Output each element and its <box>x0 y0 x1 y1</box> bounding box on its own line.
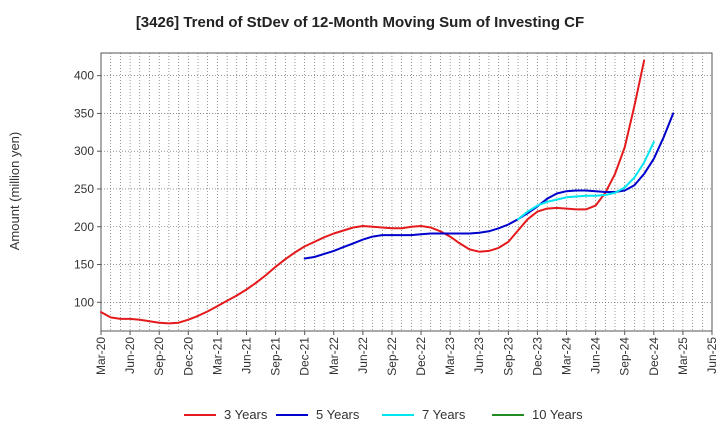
chart-title: [3426] Trend of StDev of 12-Month Moving… <box>135 14 585 31</box>
x-tick-label: Jun-22 <box>356 337 370 374</box>
legend-label: 7 Years <box>422 407 466 422</box>
y-tick-label: 150 <box>74 258 94 272</box>
x-tick-label: Mar-22 <box>327 337 341 375</box>
x-tick-label: Jun-20 <box>123 337 137 374</box>
x-tick-label: Mar-25 <box>676 337 690 375</box>
y-axis-title: Amount (million yen) <box>7 132 22 251</box>
legend: 3 Years 5 Years 7 Years 10 Years <box>184 407 583 422</box>
x-tick-label: Dec-24 <box>647 337 661 376</box>
x-tick-label: Mar-24 <box>560 337 574 375</box>
x-tick-label: Dec-23 <box>530 337 544 376</box>
legend-label: 3 Years <box>224 407 268 422</box>
y-axis: 100 150 200 250 300 350 400 <box>74 69 101 309</box>
x-tick-label: Sep-21 <box>269 337 283 376</box>
x-tick-label: Jun-23 <box>472 337 486 374</box>
series-line-7-years <box>517 141 655 221</box>
x-tick-label: Mar-21 <box>210 337 224 375</box>
x-tick-label: Dec-22 <box>414 337 428 376</box>
grid <box>101 53 712 331</box>
y-tick-label: 400 <box>74 69 94 83</box>
x-tick-label: Jun-25 <box>705 337 719 374</box>
x-tick-label: Sep-20 <box>152 337 166 376</box>
x-tick-label: Sep-24 <box>618 337 632 376</box>
series-line-3-years <box>100 59 646 325</box>
y-tick-label: 200 <box>74 220 94 234</box>
x-tick-label: Sep-23 <box>501 337 515 376</box>
y-tick-label: 300 <box>74 144 94 158</box>
x-tick-label: Dec-21 <box>298 337 312 376</box>
y-tick-label: 250 <box>74 182 94 196</box>
series-lines <box>100 59 675 325</box>
x-tick-label: Mar-20 <box>94 337 108 375</box>
x-axis: Mar-20 Jun-20 Sep-20 Dec-20 Mar-21 Jun-21 Sep-… <box>94 331 719 376</box>
legend-label: 10 Years <box>532 407 583 422</box>
x-tick-label: Jun-21 <box>239 337 253 374</box>
legend-label: 5 Years <box>316 407 360 422</box>
y-tick-label: 350 <box>74 106 94 120</box>
series-line-5-years <box>303 112 675 260</box>
x-tick-label: Mar-23 <box>443 337 457 375</box>
x-tick-label: Sep-22 <box>385 337 399 376</box>
x-tick-label: Dec-20 <box>181 337 195 376</box>
y-tick-label: 100 <box>74 295 94 309</box>
x-tick-label: Jun-24 <box>589 337 603 374</box>
